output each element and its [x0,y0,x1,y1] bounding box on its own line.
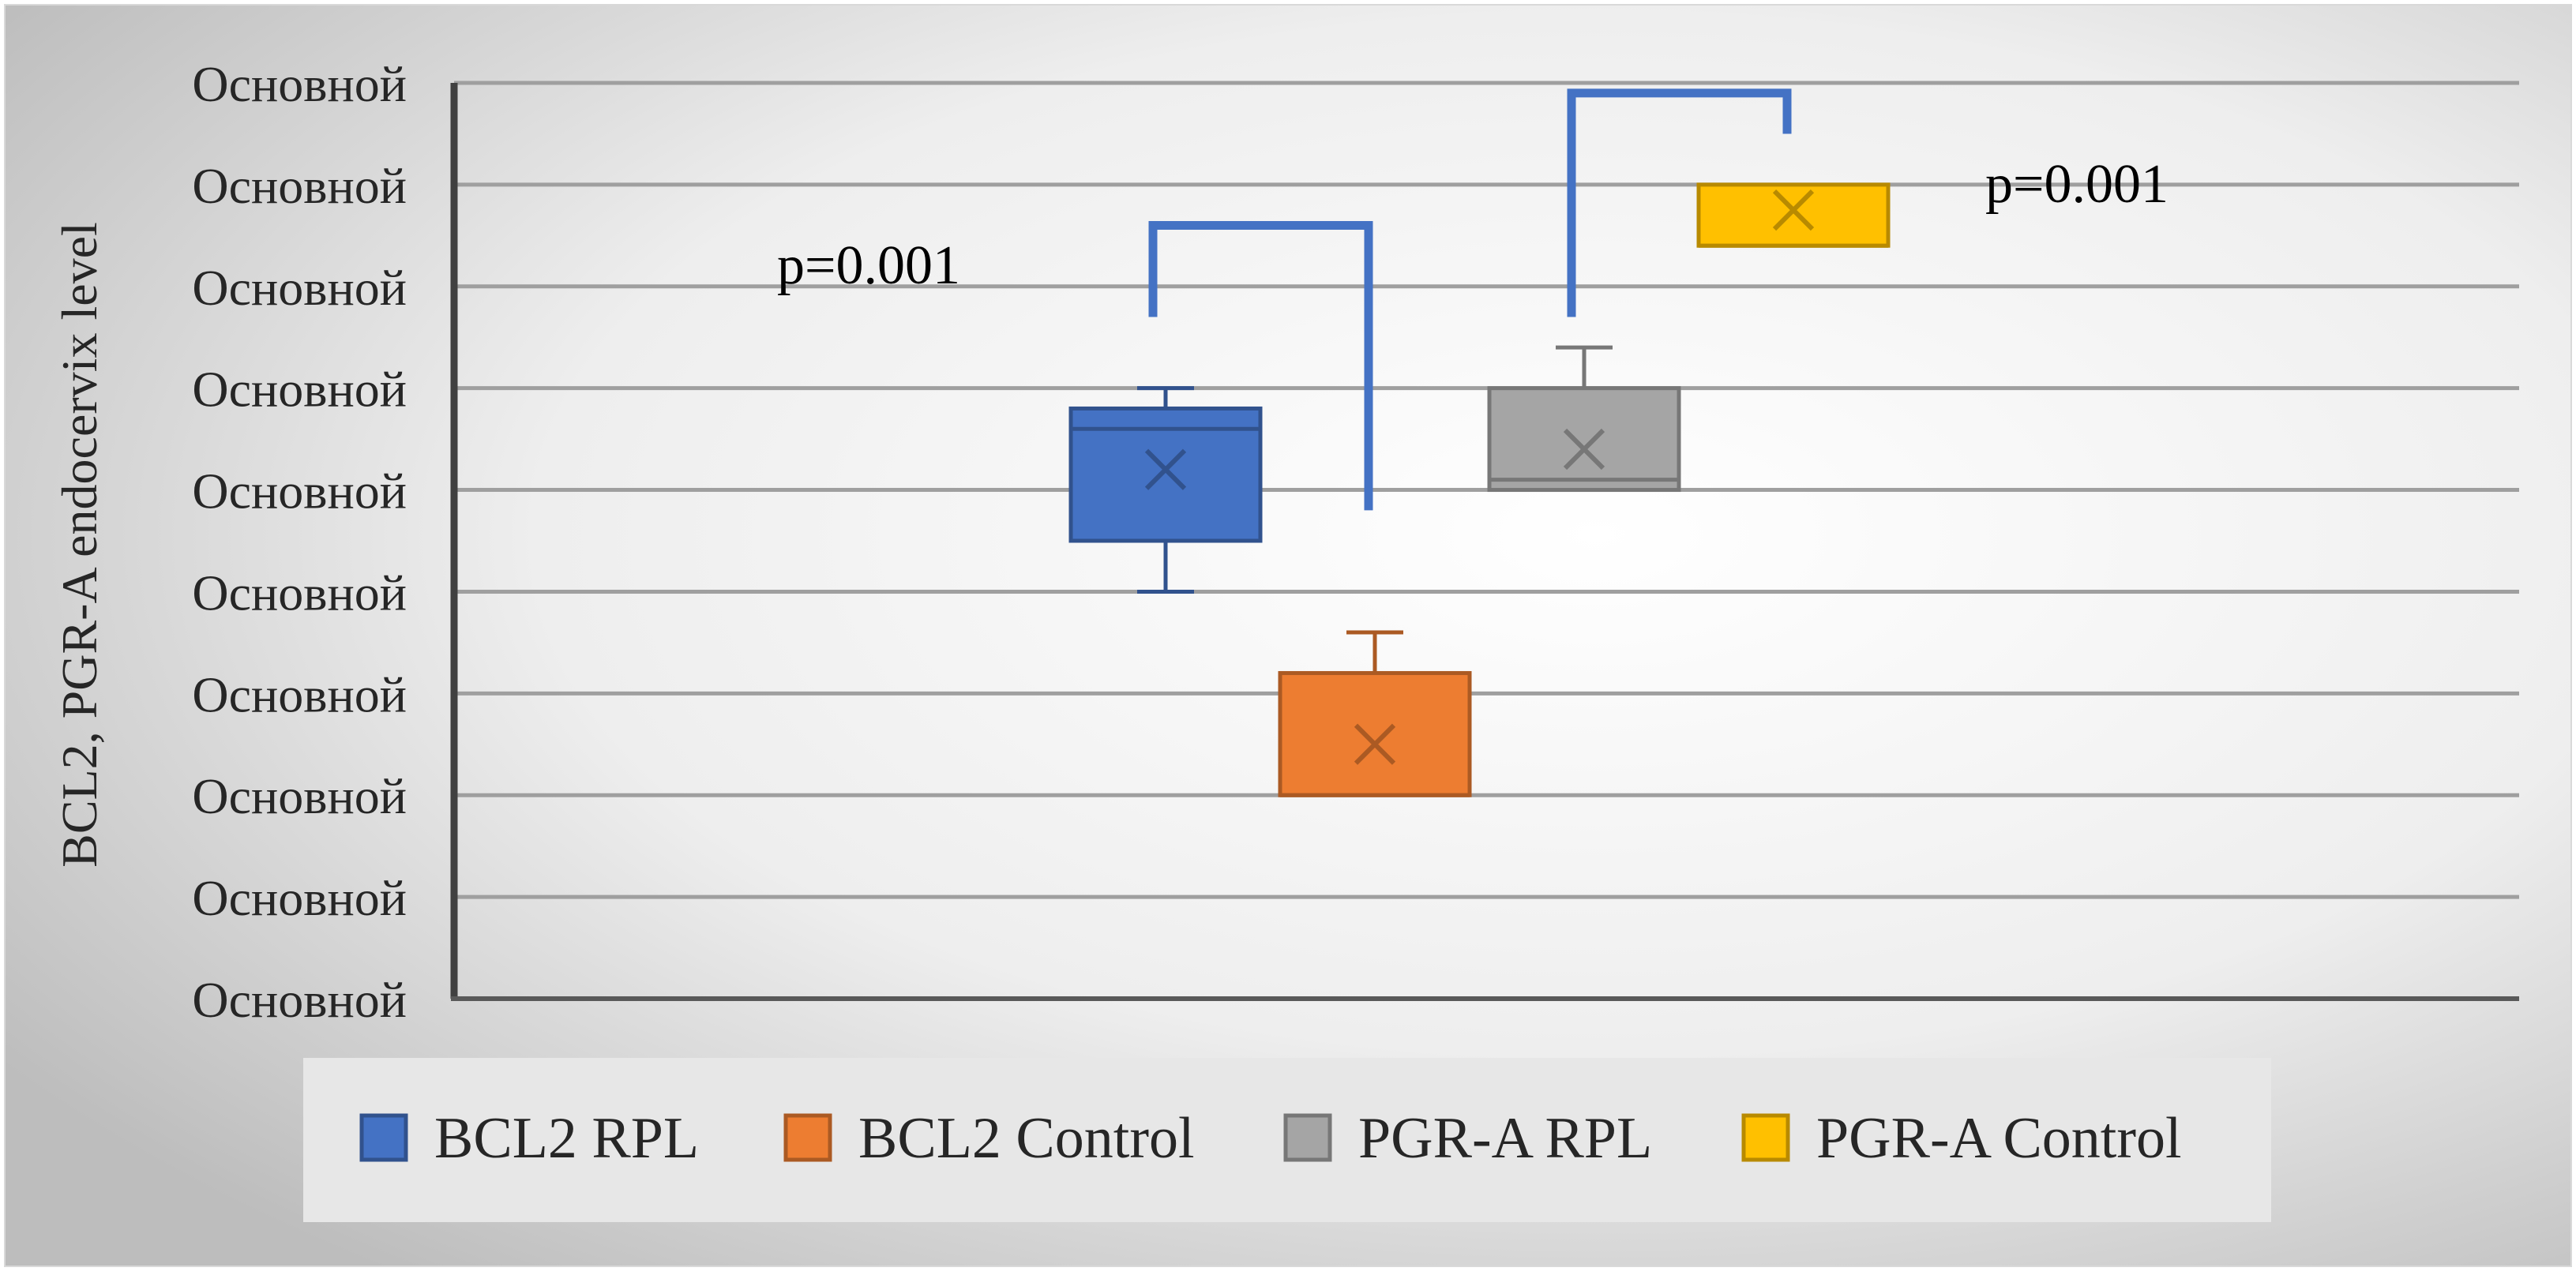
legend-swatch [783,1113,832,1162]
legend-label: BCL2 Control [858,1106,1195,1171]
mean-marker [1144,448,1187,490]
p-value-label: p=0.001 [777,235,960,296]
box-pgr-a-control [1696,182,1891,248]
legend-item: BCL2 Control [783,1106,1195,1171]
y-tick-label: Основной [192,56,407,112]
legend-swatch [1283,1113,1332,1162]
y-tick-label: Основной [192,666,407,722]
y-tick-label: Основной [192,768,407,824]
mean-marker [1354,723,1396,765]
chart-background [4,4,2572,1267]
y-tick-label: Основной [192,362,407,418]
legend: BCL2 RPL BCL2 Control PGR-A RPL PGR-A Contr… [303,1058,2271,1222]
legend-item: PGR-A Control [1741,1106,2182,1171]
significance-annotations: p=0.001 p=0.001 [777,88,2169,511]
legend-label: BCL2 RPL [434,1106,699,1171]
significance-bracket [1148,220,1373,511]
box-body [1487,386,1681,493]
box-series [1068,182,1891,797]
box-bcl2-rpl [1068,386,1263,594]
legend-item: PGR-A RPL [1283,1106,1652,1171]
y-tick-label: Основной [192,260,407,316]
significance-bracket [1567,88,1792,317]
legend-swatch [359,1113,408,1162]
y-axis-title: BCL2, PGR-A endocervix level [51,222,107,868]
p-value-label: p=0.001 [1985,154,2169,215]
legend-label: PGR-A RPL [1358,1106,1652,1171]
mean-marker [1772,189,1815,231]
y-tick-label: Основной [192,564,407,621]
y-tick-label: Основной [192,463,407,519]
axes: Основной Основной Основной Основной Основной… [51,56,2519,1028]
gridlines [454,81,2519,899]
box-pgr-a-rpl [1487,345,1681,493]
box-body [1278,671,1472,797]
y-tick-label: Основной [192,870,407,926]
legend-swatch [1741,1113,1790,1162]
y-tick-label: Основной [192,972,407,1028]
y-tick-label: Основной [192,158,407,214]
legend-label: PGR-A Control [1816,1106,2182,1171]
legend-item: BCL2 RPL [359,1106,699,1171]
mean-marker [1563,428,1605,471]
box-bcl2-control [1278,630,1472,797]
box-body [1696,182,1891,248]
